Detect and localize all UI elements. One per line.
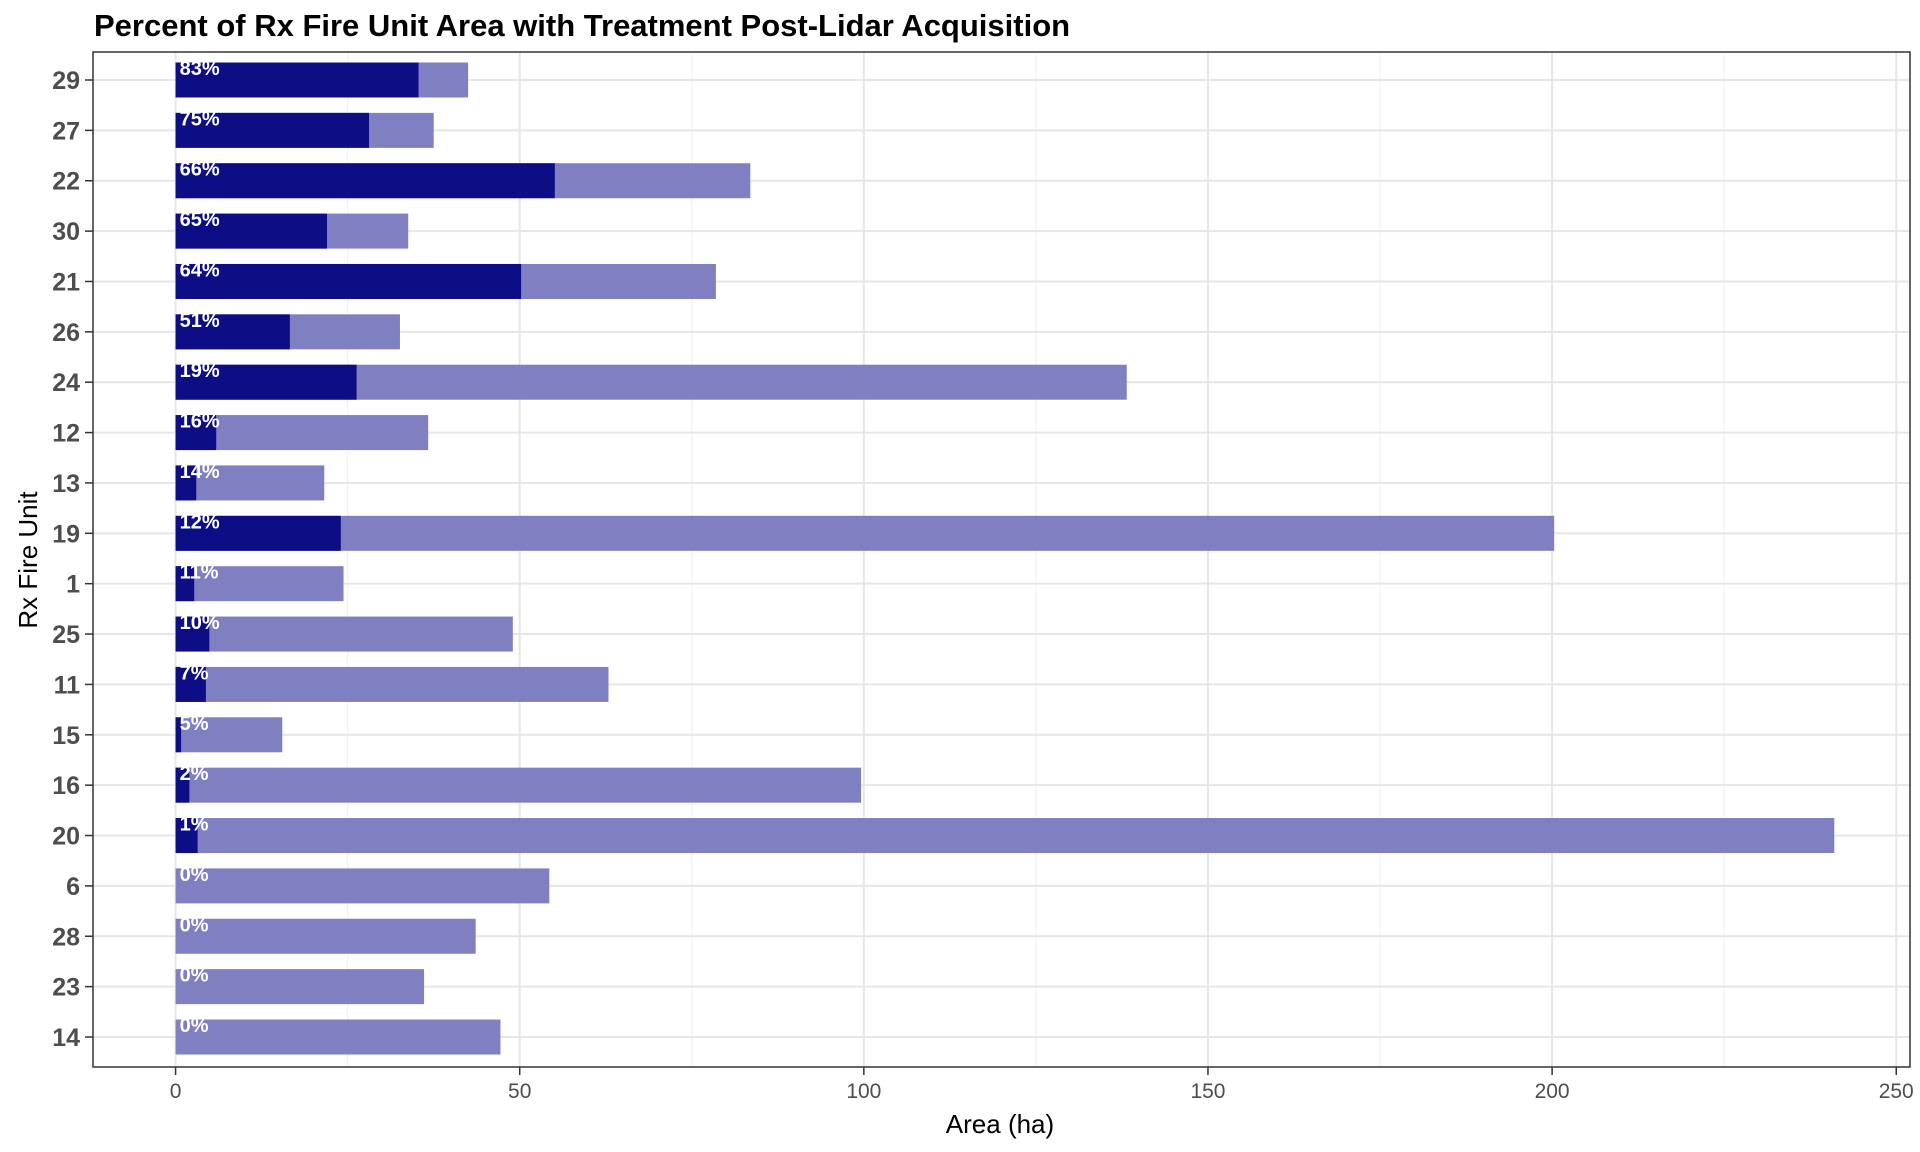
y-tick-label: 13 [52,470,80,498]
y-tick-label: 12 [52,420,80,448]
bar-percent-label: 19% [180,360,220,382]
x-tick-label: 200 [1535,1080,1570,1103]
x-tick-label: 250 [1879,1080,1914,1103]
bar-total-area [175,818,1835,854]
bar-percent-label: 7% [180,662,209,684]
y-tick-label: 27 [52,117,80,145]
y-tick-label: 1 [66,571,80,599]
bar-percent-label: 10% [180,612,220,634]
bar-treated-area [175,163,555,199]
bar-total-area [175,616,513,652]
bar-total-area [175,1019,501,1055]
bar-treated-area [175,62,419,98]
y-tick-label: 26 [52,319,80,347]
bar-percent-label: 66% [180,159,220,181]
bar-treated-area [175,767,190,803]
y-tick-label: 14 [52,1024,80,1052]
bar-percent-label: 65% [180,209,220,231]
y-axis: 29 27 22 30 21 26 24 12 13 19 1 25 11 15 16 20 6 28 23 14 [52,67,93,1052]
bar-percent-label: 2% [180,763,209,785]
y-tick-label: 24 [52,369,80,397]
bar-total-area [175,969,425,1005]
y-tick-label: 29 [52,67,80,95]
bar-treated-area [175,364,357,400]
y-tick-label: 30 [52,218,80,246]
bar-total-area [175,566,344,602]
bar-treated-area [175,112,369,148]
bar-treated-area [175,263,522,299]
bar-total-area [175,918,476,954]
bar-percent-label: 51% [180,310,220,332]
bar-total-area [175,666,609,702]
bar-percent-label: 0% [180,1015,209,1037]
bar-percent-label: 0% [180,914,209,936]
bar-percent-label: 83% [180,58,220,80]
y-tick-label: 21 [52,268,80,296]
y-tick-label: 28 [52,923,80,951]
chart-title: Percent of Rx Fire Unit Area with Treatm… [94,8,1071,43]
bar-percent-label: 5% [180,713,209,735]
bar-treated-area [175,818,198,854]
bar-percent-label: 0% [180,965,209,987]
x-axis-title: Area (ha) [946,1109,1054,1139]
bar-treated-area [175,717,182,753]
bar-percent-label: 75% [180,108,220,130]
y-tick-label: 22 [52,168,80,196]
bar-treated-area [175,314,290,350]
bar-total-area [175,717,283,753]
bar-treated-area [175,213,328,249]
x-tick-label: 0 [170,1080,182,1103]
x-tick-label: 50 [508,1080,531,1103]
y-tick-label: 20 [52,823,80,851]
y-tick-label: 19 [52,520,80,548]
bar-percent-label: 14% [180,461,220,483]
bar-treated-area [175,566,195,602]
bar-labels: 83% 75% 66% 65% 64% 51% 19% 16% 14% 12% 11% 10% 7% 5%… [180,58,220,1037]
x-tick-label: 100 [846,1080,881,1103]
bar-treated-area [175,616,210,652]
plot-panel [93,52,1910,1067]
y-tick-label: 23 [52,974,80,1002]
x-axis: 0 50 100 150 200 250 [170,1067,1914,1103]
y-tick-label: 15 [52,722,80,750]
bar-percent-label: 11% [180,562,219,584]
bar-treated-area [175,465,197,501]
bar-percent-label: 1% [180,814,209,836]
bar-total-area [175,767,862,803]
bar-total-area [175,465,325,501]
x-tick-label: 150 [1190,1080,1225,1103]
y-tick-label: 11 [54,671,81,699]
bar-treated-area [175,515,341,551]
bars [175,62,1835,1055]
bar-percent-label: 0% [180,864,209,886]
y-axis-title: Rx Fire Unit [13,491,43,629]
bar-treated-area [175,666,206,702]
bar-percent-label: 12% [180,511,220,533]
y-tick-label: 6 [66,873,80,901]
bar-total-area [175,868,550,904]
bar-total-area [175,415,429,451]
y-tick-label: 16 [52,772,80,800]
bar-percent-label: 64% [180,259,220,281]
bar-percent-label: 16% [180,411,220,433]
grid-lines [93,52,1910,1067]
bar-total-area [175,515,1555,551]
y-tick-label: 25 [52,621,80,649]
bar-treated-area [175,415,217,451]
plot-border [92,51,1911,1068]
